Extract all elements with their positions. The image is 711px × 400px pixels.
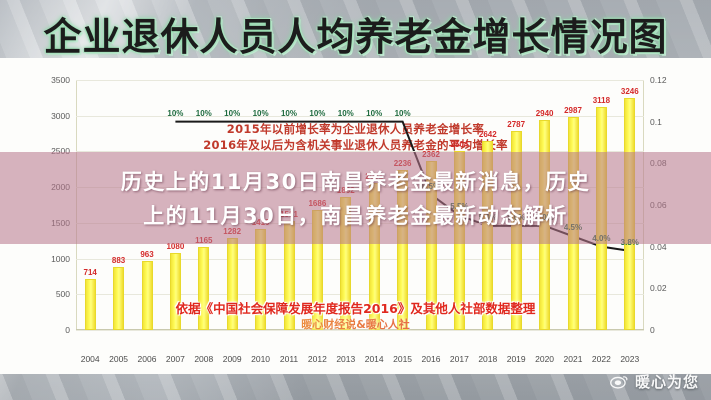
growth-rate-label: 10% bbox=[366, 108, 383, 118]
x-axis-tick: 2010 bbox=[251, 354, 271, 364]
bar-value-label: 883 bbox=[111, 255, 126, 265]
y-axis-right-tick: 0.04 bbox=[650, 241, 667, 252]
gridline bbox=[76, 80, 644, 81]
bar-value-label: 2987 bbox=[564, 105, 582, 115]
bar-value-label: 714 bbox=[83, 268, 97, 277]
y-axis-right-tick: 0.02 bbox=[650, 283, 667, 294]
chart-subtitle-line1: 2015年以前增长率为企业退休人员养老金增长率 bbox=[226, 122, 485, 136]
overlay-headline: 历史上的11月30日南昌养老金最新消息，历史 上的11月30日，南昌养老金最新动… bbox=[0, 152, 711, 244]
growth-rate-label: 10% bbox=[167, 108, 184, 118]
growth-rate-label: 10% bbox=[394, 108, 411, 118]
growth-rate-label: 10% bbox=[337, 108, 354, 118]
bar bbox=[113, 266, 125, 330]
bar-value-label: 963 bbox=[140, 250, 154, 260]
y-axis-left-tick: 1000 bbox=[51, 253, 70, 264]
page-title: 企业退休人员人均养老金增长情况图 bbox=[43, 15, 668, 59]
gridline bbox=[76, 151, 644, 153]
x-axis-tick: 2009 bbox=[222, 354, 242, 364]
bar-value-label: 1080 bbox=[166, 241, 185, 251]
gridline bbox=[76, 294, 644, 296]
x-axis-tick: 2005 bbox=[109, 354, 129, 364]
x-axis-tick: 2015 bbox=[393, 354, 413, 364]
bar bbox=[169, 252, 181, 330]
y-axis-left-tick: 3500 bbox=[51, 75, 70, 85]
bar-value-label: 2504 bbox=[450, 140, 469, 150]
x-axis-tick: 2004 bbox=[80, 354, 100, 364]
gridline bbox=[76, 115, 644, 117]
chart-byline: 暖心财经说&暖心人社 bbox=[0, 316, 711, 332]
growth-rate-label: 10% bbox=[309, 108, 326, 118]
x-axis-tick: 2014 bbox=[364, 354, 384, 364]
bar bbox=[198, 246, 210, 330]
overlay-headline-line2: 上的11月30日，南昌养老金最新动态解析 bbox=[143, 204, 568, 228]
x-axis-tick: 2012 bbox=[307, 354, 327, 364]
chart-subtitle-line2: 2016年及以后为含机关事业退休人员养老金的平均增长率 bbox=[203, 138, 508, 152]
x-axis-tick: 2023 bbox=[620, 354, 640, 364]
y-axis-left-tick: 0 bbox=[30, 325, 70, 335]
x-axis-line bbox=[76, 329, 644, 330]
bar bbox=[141, 261, 153, 330]
bar-value-label: 2787 bbox=[507, 119, 526, 129]
x-axis-tick: 2019 bbox=[506, 354, 526, 364]
bar bbox=[84, 279, 96, 330]
x-axis-tick: 2007 bbox=[165, 354, 185, 364]
y-axis-left-tick: 3000 bbox=[51, 110, 70, 121]
x-axis-tick: 2008 bbox=[194, 354, 214, 364]
bar-value-label: 3246 bbox=[620, 87, 639, 97]
y-axis-left-tick: 2500 bbox=[30, 146, 70, 156]
x-axis-tick: 2022 bbox=[591, 354, 611, 364]
title-band: 企业退休人员人均养老金增长情况图 bbox=[0, 0, 711, 59]
bar-value-label: 2642 bbox=[478, 130, 497, 140]
watermark-text: 暖心为您 bbox=[634, 373, 699, 391]
gridline bbox=[76, 330, 644, 331]
x-axis-tick: 2017 bbox=[449, 354, 469, 364]
x-axis-tick: 2018 bbox=[478, 354, 498, 364]
x-axis-tick: 2011 bbox=[279, 354, 299, 364]
x-axis-tick: 2020 bbox=[535, 354, 555, 364]
growth-rate-label: 10% bbox=[224, 108, 241, 118]
x-axis-tick: 2006 bbox=[137, 354, 157, 364]
x-axis-tick: 2013 bbox=[336, 354, 356, 364]
gridline bbox=[76, 258, 644, 260]
growth-rate-label: 10% bbox=[280, 108, 297, 118]
chart-footnote: 依据《中国社会保障发展年度报告2016》及其他人社部数据整理 bbox=[175, 301, 536, 316]
watermark: 暖心为您 bbox=[610, 371, 699, 392]
overlay-headline-line1: 历史上的11月30日南昌养老金最新消息，历史 bbox=[120, 170, 591, 194]
growth-rate-label: 10% bbox=[195, 108, 212, 118]
weibo-icon bbox=[610, 376, 628, 389]
overlay-band bbox=[0, 152, 711, 244]
x-axis-tick: 2021 bbox=[563, 354, 583, 364]
y-axis-left-tick: 500 bbox=[55, 289, 70, 300]
y-axis-right-tick: 0.1 bbox=[650, 116, 662, 127]
y-axis-right-tick: 0.12 bbox=[650, 75, 667, 85]
growth-rate-label: 10% bbox=[252, 108, 269, 118]
x-axis-tick: 2016 bbox=[421, 354, 441, 364]
bar-value-label: 2940 bbox=[535, 109, 554, 118]
bar-value-label: 3118 bbox=[592, 96, 611, 106]
y-axis-right-tick: 0 bbox=[650, 325, 690, 335]
